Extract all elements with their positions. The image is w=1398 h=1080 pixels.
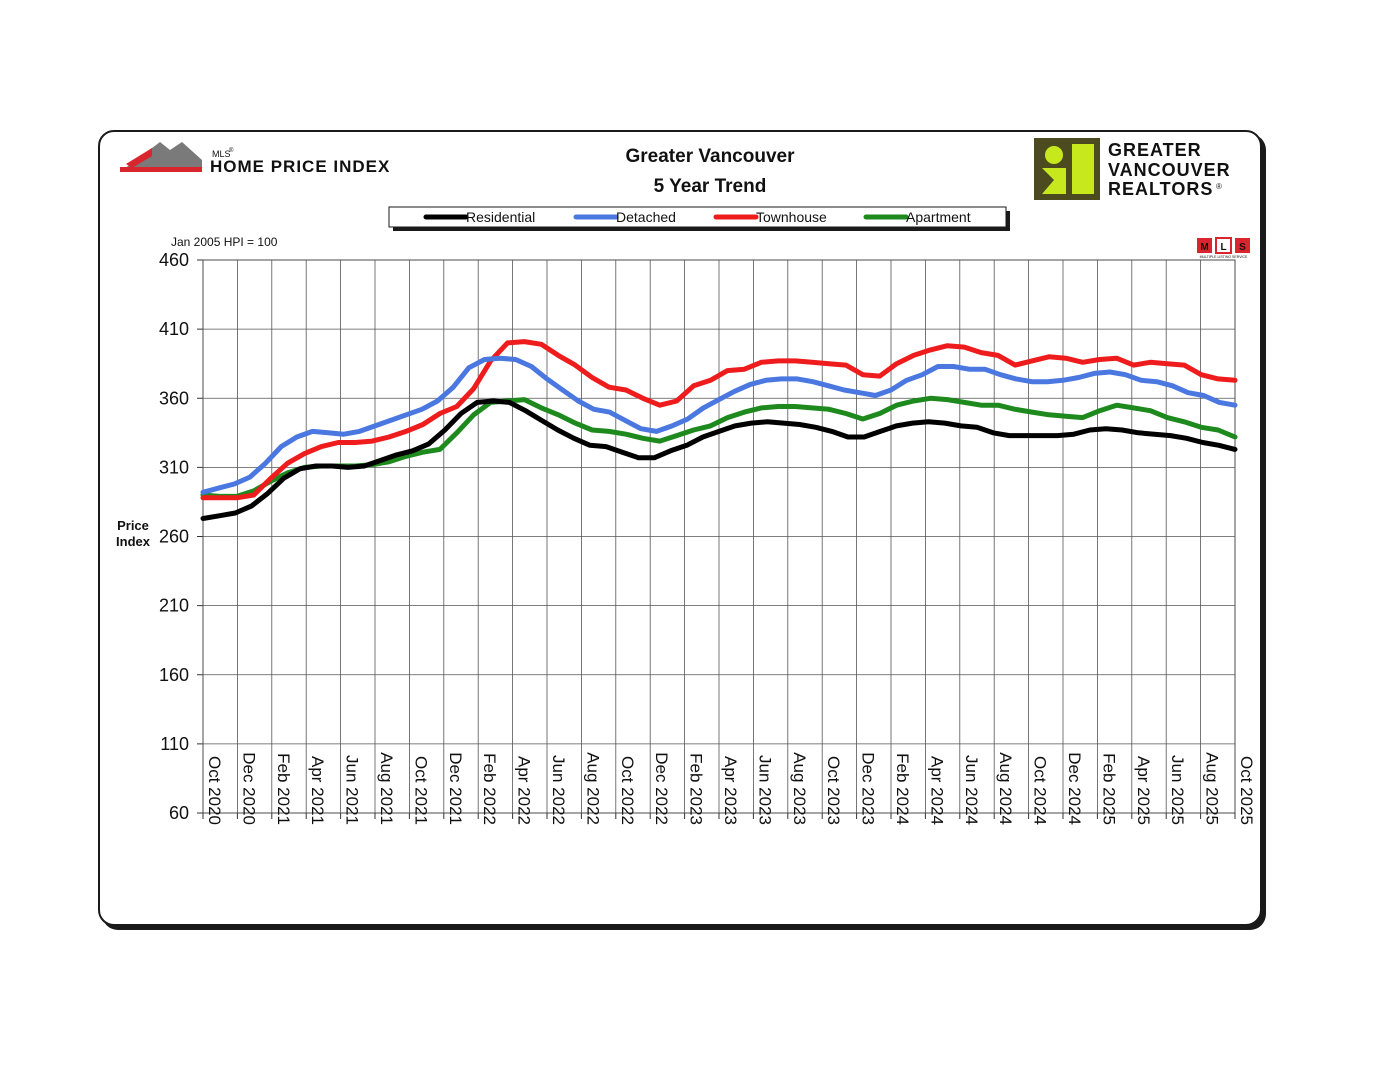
hpi-base-note: Jan 2005 HPI = 100 bbox=[171, 235, 278, 249]
x-tick-label: Jun 2022 bbox=[549, 755, 568, 825]
x-tick-label: Feb 2025 bbox=[1099, 753, 1118, 825]
x-tick-label: Oct 2025 bbox=[1237, 756, 1256, 825]
x-tick-label: Aug 2021 bbox=[377, 752, 396, 825]
logo-red-roof-icon bbox=[126, 148, 152, 168]
series-line-detached bbox=[200, 355, 1238, 495]
gvr-reg: ® bbox=[1216, 182, 1222, 191]
gvr-head-icon bbox=[1045, 146, 1063, 164]
gvr-line3: REALTORS bbox=[1108, 179, 1213, 199]
x-tick-label: Dec 2021 bbox=[446, 752, 465, 825]
x-tick-label: Aug 2024 bbox=[996, 752, 1015, 825]
y-tick-label: 210 bbox=[159, 596, 189, 616]
mls-hpi-logo: MLS ® HOME PRICE INDEX bbox=[120, 142, 390, 176]
x-tick-label: Feb 2021 bbox=[274, 753, 293, 825]
x-tick-label: Dec 2024 bbox=[1065, 752, 1084, 825]
mls-badge-l: L bbox=[1220, 242, 1226, 253]
chart-subtitle: 5 Year Trend bbox=[654, 176, 767, 197]
x-tick-label: Apr 2025 bbox=[1134, 756, 1153, 825]
y-tick-label: 60 bbox=[169, 803, 189, 823]
legend-label-detached: Detached bbox=[616, 209, 676, 225]
gvr-body-icon bbox=[1042, 168, 1066, 194]
y-tick-label: 110 bbox=[160, 734, 189, 754]
y-axis-title-line2: Index bbox=[116, 534, 151, 549]
x-tick-label: Jun 2021 bbox=[343, 755, 362, 825]
mls-badge-s: S bbox=[1239, 242, 1246, 253]
mls-badge-m: M bbox=[1200, 242, 1208, 253]
x-tick-label: Feb 2022 bbox=[480, 753, 499, 825]
y-tick-label: 360 bbox=[159, 388, 189, 408]
x-tick-label: Oct 2021 bbox=[411, 756, 430, 825]
logo-hpi-text: HOME PRICE INDEX bbox=[210, 157, 390, 176]
mls-badge-s-icon bbox=[1235, 238, 1250, 253]
legend-label-townhouse: Townhouse bbox=[756, 209, 827, 225]
y-tick-label: 460 bbox=[159, 250, 189, 270]
x-tick-label: Oct 2024 bbox=[1031, 756, 1050, 825]
x-tick-label: Apr 2022 bbox=[515, 756, 534, 825]
x-tick-label: Jun 2025 bbox=[1168, 755, 1187, 825]
mls-badge-caption: MULTIPLE LISTING SERVICE bbox=[1200, 255, 1248, 259]
y-axis-title-line1: Price bbox=[117, 518, 149, 533]
x-tick-label: Aug 2025 bbox=[1203, 752, 1222, 825]
x-tick-label: Aug 2023 bbox=[790, 752, 809, 825]
y-tick-label: 260 bbox=[159, 527, 189, 547]
x-tick-label: Dec 2023 bbox=[859, 752, 878, 825]
mls-badge: M L S MULTIPLE LISTING SERVICE bbox=[1197, 237, 1250, 259]
gvr-line2: VANCOUVER bbox=[1108, 160, 1231, 180]
x-tick-label: Oct 2023 bbox=[824, 756, 843, 825]
logo-red-bar bbox=[120, 167, 202, 172]
x-tick-label: Apr 2024 bbox=[927, 756, 946, 825]
gvr-logo: GREATER VANCOUVER REALTORS ® bbox=[1034, 138, 1231, 200]
house-roof-icon bbox=[120, 142, 202, 172]
x-tick-label: Jun 2024 bbox=[962, 755, 981, 825]
mls-badge-m-icon bbox=[1197, 238, 1212, 253]
plot-area: 60 110 160 210 260 310 360 410 460 Oct 2020 Dec 2… bbox=[159, 250, 1256, 825]
logo-mls-text: MLS bbox=[212, 149, 231, 159]
mls-badge-l-icon bbox=[1215, 237, 1232, 254]
x-tick-label: Oct 2022 bbox=[618, 756, 637, 825]
x-tick-label: Feb 2023 bbox=[687, 753, 706, 825]
legend: Residential Detached Townhouse Apartment bbox=[388, 206, 1010, 231]
x-tick-label: Feb 2024 bbox=[893, 753, 912, 825]
y-tick-label: 160 bbox=[159, 665, 189, 685]
chart-title: Greater Vancouver bbox=[626, 146, 796, 167]
y-tick-label: 310 bbox=[159, 457, 189, 477]
gvr-bar-icon bbox=[1072, 144, 1094, 194]
x-tick-label: Oct 2020 bbox=[205, 756, 224, 825]
series-line-townhouse bbox=[200, 339, 1238, 501]
legend-box bbox=[388, 206, 1007, 228]
x-tick-label: Apr 2021 bbox=[308, 756, 327, 825]
legend-label-apartment: Apartment bbox=[906, 209, 971, 225]
x-tick-label: Aug 2022 bbox=[583, 752, 602, 825]
series-line-residential bbox=[200, 398, 1238, 521]
gvr-line1: GREATER bbox=[1108, 140, 1202, 160]
legend-label-residential: Residential bbox=[466, 209, 535, 225]
logo-mls-reg: ® bbox=[229, 147, 234, 154]
x-tick-label: Dec 2022 bbox=[652, 752, 671, 825]
y-tick-label: 410 bbox=[159, 319, 189, 339]
x-tick-label: Jun 2023 bbox=[755, 755, 774, 825]
x-tick-label: Dec 2020 bbox=[239, 752, 258, 825]
x-tick-label: Apr 2023 bbox=[721, 756, 740, 825]
